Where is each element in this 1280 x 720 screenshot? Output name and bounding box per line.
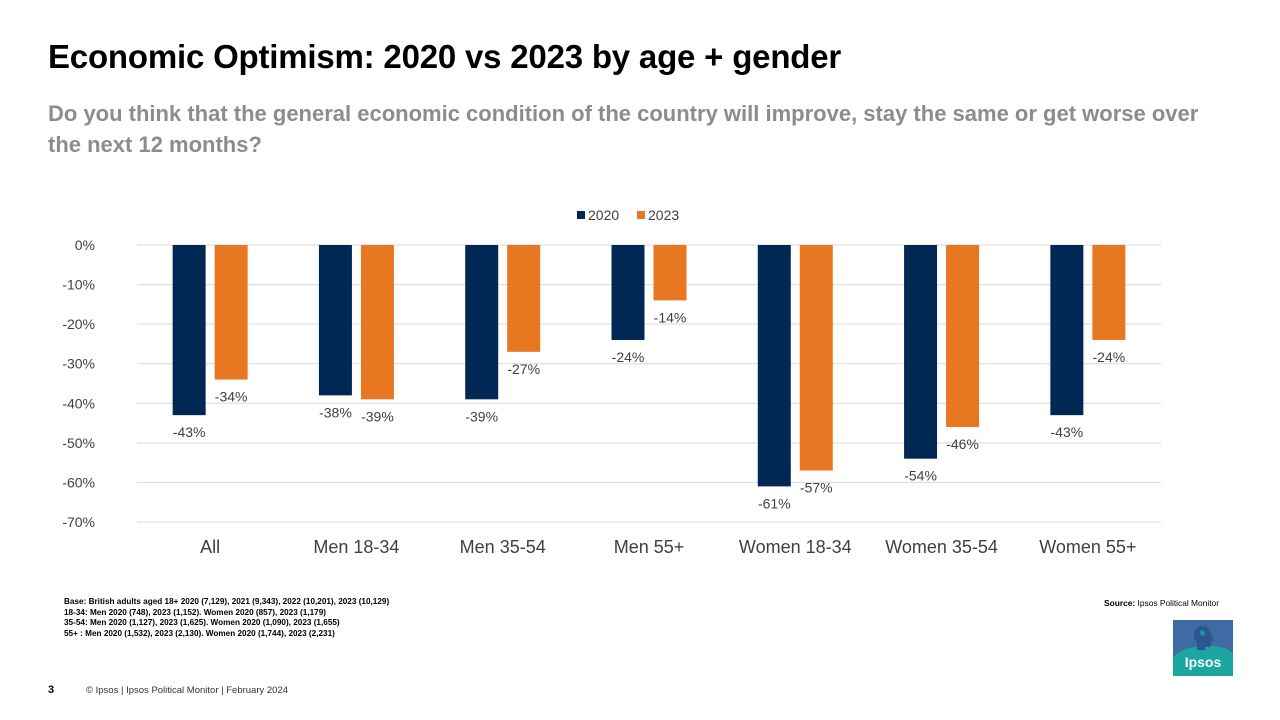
base-note-line: 18-34: Men 2020 (748), 2023 (1,152). Wom… xyxy=(64,607,326,617)
page-title: Economic Optimism: 2020 vs 2023 by age +… xyxy=(48,38,842,75)
y-tick-label: -40% xyxy=(62,395,95,411)
source-note: Source: Ipsos Political Monitor xyxy=(1104,598,1219,608)
bar-2023 xyxy=(1092,245,1126,340)
bar-2020 xyxy=(1050,245,1084,416)
page-number: 3 xyxy=(48,684,55,696)
x-category-label: Men 35-54 xyxy=(460,537,546,557)
source-label: Source: xyxy=(1104,598,1136,608)
x-category-label: All xyxy=(200,537,220,557)
y-tick-label: 0% xyxy=(75,237,95,253)
data-label: -39% xyxy=(361,408,394,424)
bar-2023 xyxy=(360,245,394,400)
data-label: -34% xyxy=(215,389,248,405)
data-label: -54% xyxy=(904,468,937,484)
ipsos-logo: Ipsos xyxy=(1173,620,1233,676)
data-label: -14% xyxy=(654,309,687,325)
data-label: -24% xyxy=(612,349,645,365)
data-label: -61% xyxy=(758,495,791,511)
data-label: -24% xyxy=(1093,349,1126,365)
survey-question: Do you think that the general economic c… xyxy=(48,101,1199,157)
legend-swatch xyxy=(637,211,645,219)
legend-label: 2023 xyxy=(648,207,679,223)
bar-2023 xyxy=(799,245,833,471)
bar-2023 xyxy=(653,245,687,301)
logo-wave xyxy=(1173,646,1233,676)
bar-2023 xyxy=(214,245,248,380)
bar-2023 xyxy=(507,245,541,352)
base-note-line: Base: British adults aged 18+ 2020 (7,12… xyxy=(64,597,390,606)
ipsos-head-logo-icon xyxy=(1193,626,1214,650)
y-tick-label: -60% xyxy=(62,474,95,490)
data-label: -46% xyxy=(946,436,979,452)
bar-2020 xyxy=(611,245,645,340)
y-tick-label: -70% xyxy=(62,514,95,530)
data-label: -43% xyxy=(173,424,206,440)
y-tick-label: -50% xyxy=(62,435,95,451)
base-note-line: 35-54: Men 2020 (1,127), 2023 (1,625). W… xyxy=(64,618,340,628)
x-category-label: Women 18-34 xyxy=(739,537,852,557)
x-category-label: Women 55+ xyxy=(1039,537,1136,557)
y-tick-label: -20% xyxy=(62,316,95,332)
data-label: -57% xyxy=(800,480,833,496)
y-tick-label: -10% xyxy=(62,277,95,293)
data-label: -38% xyxy=(319,404,352,420)
x-category-label: Men 18-34 xyxy=(313,537,399,557)
bar-2023 xyxy=(946,245,980,428)
base-note-line: 55+ : Men 2020 (1,532), 2023 (2,130). Wo… xyxy=(64,629,335,639)
source-text: Ipsos Political Monitor xyxy=(1135,598,1219,608)
bar-2020 xyxy=(757,245,791,487)
base-notes: Base: British adults aged 18+ 2020 (7,12… xyxy=(64,597,389,640)
data-label: -39% xyxy=(465,408,498,424)
bar-2020 xyxy=(318,245,352,396)
x-category-label: Women 35-54 xyxy=(885,537,998,557)
legend-swatch xyxy=(577,211,585,219)
bar-2020 xyxy=(172,245,206,416)
x-category-label: Men 55+ xyxy=(614,537,685,557)
logo-text: Ipsos xyxy=(1184,654,1222,670)
legend-label: 2020 xyxy=(588,207,619,223)
bar-chart: 0% -10% -20% -30% -40% -50% -60% -70% 2020 2023 -4… xyxy=(62,207,1161,557)
data-label: -27% xyxy=(507,361,540,377)
bar-2020 xyxy=(465,245,499,400)
footer-text: © Ipsos | Ipsos Political Monitor | Febr… xyxy=(86,685,289,696)
bar-2020 xyxy=(904,245,938,459)
data-label: -43% xyxy=(1051,424,1084,440)
y-tick-label: -30% xyxy=(62,356,95,372)
